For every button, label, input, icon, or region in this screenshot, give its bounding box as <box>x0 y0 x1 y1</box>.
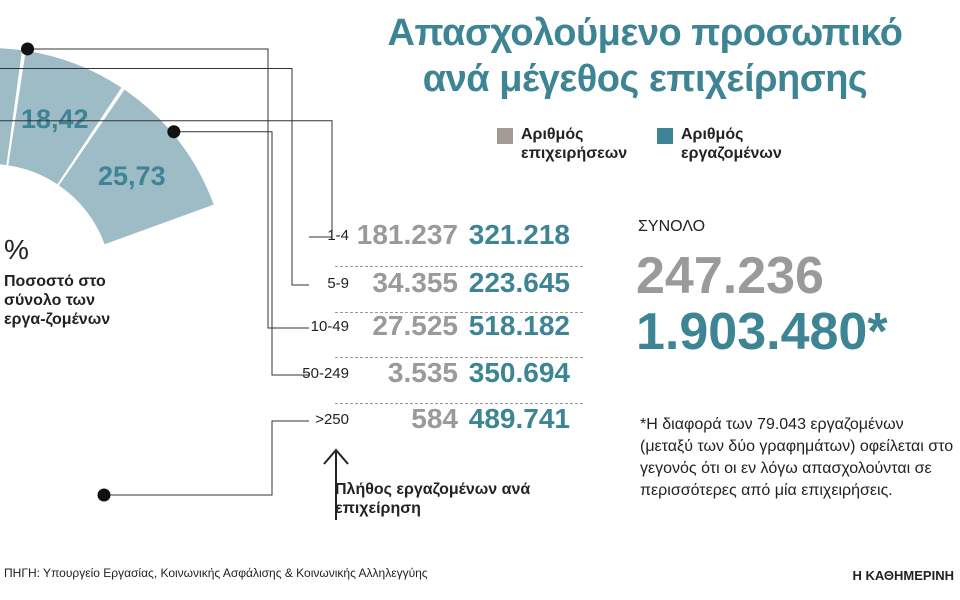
connector-dot-4 <box>167 125 181 139</box>
connector-line-4 <box>173 131 309 376</box>
connector-layer <box>0 42 333 502</box>
row-firms-2: 34.355 <box>372 267 458 298</box>
legend-employees-label: Αριθμός εργαζομένων <box>681 126 782 162</box>
legend-firms: Αριθμός επιχειρήσεων <box>497 125 661 163</box>
row-label-2: 5-9 <box>327 275 349 292</box>
footnote: *Η διαφορά των 79.043 εργαζομένων (μεταξ… <box>640 416 954 499</box>
chart-title-line2: ανά μέγεθος επιχείρησης <box>422 58 868 100</box>
row-firms-1: 181.237 <box>356 219 458 250</box>
row-divider-2 <box>335 312 583 313</box>
legend-firms-label: Αριθμός επιχειρήσεων <box>521 126 628 162</box>
row-divider-4 <box>335 403 583 404</box>
connector-line-3 <box>27 48 309 329</box>
connector-line-5 <box>104 420 309 496</box>
legend-employees: Αριθμός εργαζομένων <box>657 125 821 163</box>
row-divider-3 <box>335 357 583 358</box>
donut-segment-3 <box>0 48 23 166</box>
center-percent-symbol: % <box>4 234 29 265</box>
connector-dot-3 <box>21 42 35 56</box>
row-label-3: 10-49 <box>310 318 349 335</box>
connector-line-1 <box>0 120 333 238</box>
totals-label: ΣΥΝΟΛΟ <box>638 218 706 235</box>
row-firms-5: 584 <box>411 403 458 434</box>
row-employees-4: 350.694 <box>468 357 570 388</box>
donut-label-4: 18,42 <box>21 104 89 134</box>
donut-segment-4 <box>8 50 122 185</box>
chart-title-line1: Απασχολούμενο προσωπικό <box>387 12 903 54</box>
connector-dot-5 <box>97 488 111 502</box>
totals-firms: 247.236 <box>636 247 824 305</box>
totals-employees: 1.903.480* <box>636 303 888 361</box>
row-employees-2: 223.645 <box>468 267 570 298</box>
arrow-layer <box>323 448 349 520</box>
row-employees-1: 321.218 <box>468 219 570 250</box>
legend-employees-swatch <box>657 128 673 144</box>
donut-segment-5 <box>58 89 214 245</box>
row-firms-3: 27.525 <box>372 310 458 341</box>
brand-logo: Η ΚΑΘΗΜΕΡΙΝΗ <box>852 568 955 583</box>
donut-label-5: 25,73 <box>98 161 166 191</box>
chart-title: Απασχολούμενο προσωπικό ανά μέγεθος επιχ… <box>330 10 960 102</box>
row-employees-5: 489.741 <box>468 403 570 434</box>
row-firms-4: 3.535 <box>387 357 458 388</box>
source-credit: ΠΗΓΗ: Υπουργείο Εργασίας, Κοινωνικής Ασφ… <box>4 566 428 580</box>
center-caption: Ποσοστό στο σύνολο των εργα-ζομένων <box>4 273 111 328</box>
row-divider-1 <box>335 266 583 267</box>
arrow-caption: Πλήθος εργαζομένων ανά επιχείρηση <box>335 481 531 517</box>
connector-line-2 <box>0 67 309 286</box>
row-label-1: 1-4 <box>327 227 349 244</box>
row-label-5: >250 <box>315 411 349 428</box>
arrow-head <box>323 448 349 465</box>
row-employees-3: 518.182 <box>468 310 570 341</box>
row-label-4: 50-249 <box>302 365 349 382</box>
legend-firms-swatch <box>497 128 513 144</box>
